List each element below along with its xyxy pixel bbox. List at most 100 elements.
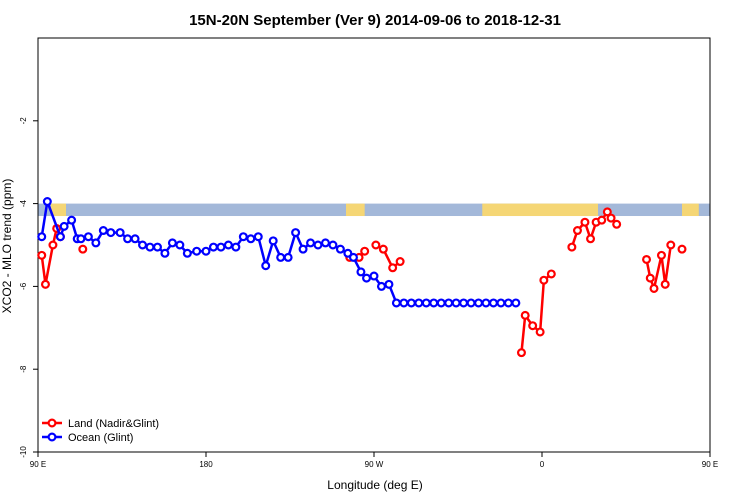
series-line	[40, 200, 516, 305]
data-point	[606, 213, 616, 223]
data-point	[362, 273, 372, 283]
data-point	[78, 244, 88, 254]
data-point	[37, 250, 47, 260]
map-strip-land	[482, 203, 598, 217]
data-point	[642, 254, 652, 264]
data-point	[152, 242, 162, 252]
data-point	[83, 232, 93, 242]
data-point	[130, 234, 140, 244]
data-point	[572, 226, 582, 236]
data-point	[388, 263, 398, 273]
legend: Land (Nadir&Glint) Ocean (Glint)	[42, 418, 159, 444]
y-axis-label: XCO2 - MLO trend (ppm)	[0, 179, 14, 314]
data-point	[145, 242, 155, 252]
data-point	[291, 228, 301, 238]
data-point	[160, 248, 170, 258]
data-point	[48, 240, 58, 250]
data-point	[42, 197, 52, 207]
data-point	[201, 246, 211, 256]
data-point	[666, 240, 676, 250]
legend-label: Land (Nadir&Glint)	[68, 418, 159, 430]
y-tick-label: -2	[19, 117, 28, 125]
data-point	[335, 244, 345, 254]
x-axis-label: Longitude (deg E)	[327, 478, 422, 492]
map-strip-land	[51, 203, 66, 217]
data-point	[444, 298, 454, 308]
data-point	[429, 298, 439, 308]
data-point	[399, 298, 409, 308]
data-point	[466, 298, 476, 308]
y-tick-label: -8	[19, 365, 28, 373]
data-point	[348, 252, 358, 262]
data-point	[520, 310, 530, 320]
data-point	[223, 240, 233, 250]
x-tick-label: 90 W	[365, 460, 384, 469]
data-point	[459, 298, 469, 308]
series-0	[37, 207, 687, 358]
data-point	[208, 242, 218, 252]
data-point	[115, 228, 125, 238]
data-point	[496, 298, 506, 308]
data-point	[98, 226, 108, 236]
data-point	[175, 240, 185, 250]
data-point	[436, 298, 446, 308]
data-point	[376, 281, 386, 291]
data-point	[586, 234, 596, 244]
data-point	[481, 298, 491, 308]
series-layer	[37, 197, 687, 358]
data-point	[298, 244, 308, 254]
x-tick-label: 0	[540, 460, 545, 469]
data-point	[612, 219, 622, 229]
data-point	[343, 248, 353, 258]
data-point	[320, 238, 330, 248]
data-point	[67, 215, 77, 225]
data-point	[182, 248, 192, 258]
data-point	[276, 252, 286, 262]
data-point	[306, 238, 316, 248]
chart-title: 15N-20N September (Ver 9) 2014-09-06 to …	[189, 12, 561, 29]
data-point	[76, 234, 86, 244]
data-point	[567, 242, 577, 252]
data-point	[421, 298, 431, 308]
data-point	[123, 234, 133, 244]
data-point	[503, 298, 513, 308]
data-point	[40, 279, 50, 289]
data-point	[474, 298, 484, 308]
data-point	[246, 234, 256, 244]
map-strip-land	[346, 203, 365, 217]
data-point	[253, 232, 263, 242]
legend-item: Land (Nadir&Glint)	[42, 418, 159, 430]
data-point	[371, 240, 381, 250]
legend-marker	[47, 418, 57, 428]
data-point	[597, 215, 607, 225]
data-point	[677, 244, 687, 254]
y-tick-label: -6	[19, 282, 28, 290]
data-point	[313, 240, 323, 250]
legend-item: Ocean (Glint)	[42, 432, 133, 444]
data-point	[328, 240, 338, 250]
data-point	[516, 348, 526, 358]
data-point	[395, 257, 405, 267]
legend-marker	[47, 432, 57, 442]
data-point	[360, 246, 370, 256]
data-point	[602, 207, 612, 217]
data-point	[384, 279, 394, 289]
map-strip-land	[682, 203, 699, 217]
data-point	[192, 246, 202, 256]
data-point	[238, 232, 248, 242]
data-point	[649, 283, 659, 293]
data-point	[167, 238, 177, 248]
x-tick-label: 180	[199, 460, 213, 469]
x-tick-label: 90 E	[30, 460, 46, 469]
map-strip	[38, 203, 710, 217]
data-point	[91, 238, 101, 248]
data-point	[451, 298, 461, 308]
data-point	[283, 252, 293, 262]
data-point	[369, 271, 379, 281]
data-point	[539, 275, 549, 285]
data-point	[231, 242, 241, 252]
data-point	[59, 221, 69, 231]
x-tick-label: 90 E	[702, 460, 718, 469]
data-point	[261, 261, 271, 271]
